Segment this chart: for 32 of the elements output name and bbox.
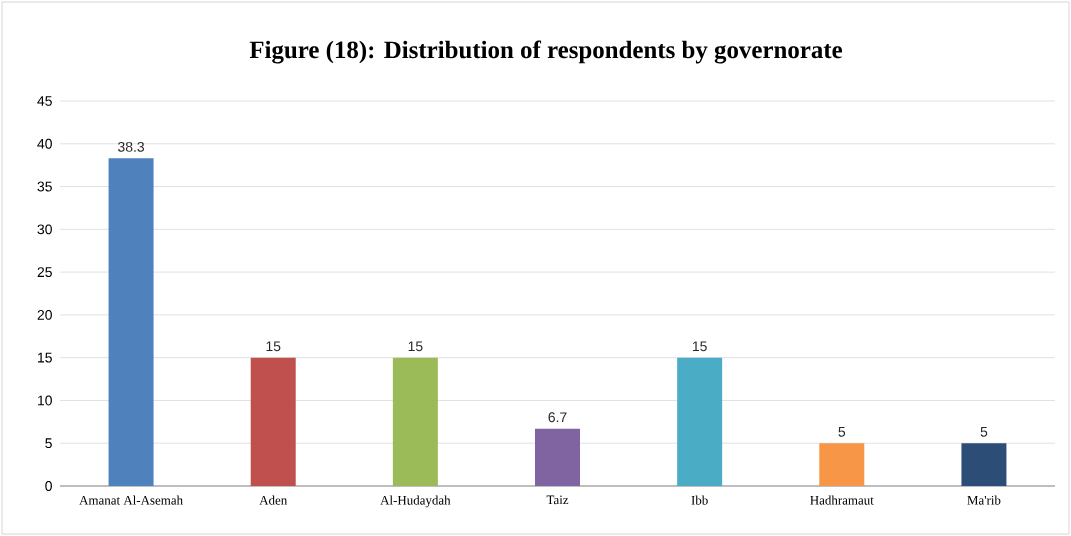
data-label: 38.3 (118, 141, 145, 152)
bar (392, 357, 438, 486)
y-tick-label: 15 (38, 352, 52, 363)
x-tick-label: Hadhramaut (810, 495, 874, 505)
bar (961, 443, 1007, 486)
data-label: 15 (408, 341, 423, 352)
x-tick-label: Al-Hudaydah (380, 495, 451, 508)
y-tick-label: 25 (37, 267, 52, 278)
x-tick-label: Ibb (691, 495, 708, 505)
bar (819, 443, 865, 486)
y-tick-label: 30 (37, 224, 52, 235)
data-label: 6.7 (548, 412, 567, 423)
y-tick-label: 0 (45, 481, 52, 491)
y-tick-label: 5 (45, 438, 52, 449)
y-tick-label: 35 (37, 181, 52, 192)
bar (535, 428, 581, 486)
bar (250, 357, 296, 486)
y-tick-label: 40 (37, 138, 52, 149)
chart-title: Figure (18): Distribution of respondents by governorate (249, 40, 843, 64)
x-tick-label: Aden (259, 495, 288, 505)
y-tick-label: 20 (37, 309, 52, 320)
data-label: 15 (692, 341, 707, 352)
data-label: 5 (980, 426, 988, 437)
data-label: 15 (266, 341, 281, 352)
y-tick-label: 45 (37, 96, 52, 106)
data-label: 5 (838, 426, 846, 437)
y-tick-label: 10 (38, 395, 52, 406)
bar (677, 357, 723, 486)
x-tick-label: Ma'rib (967, 495, 1001, 505)
x-tick-label: Amanat Al-Asemah (79, 495, 183, 505)
bar (108, 158, 154, 486)
x-tick-label: Taiz (546, 495, 569, 505)
